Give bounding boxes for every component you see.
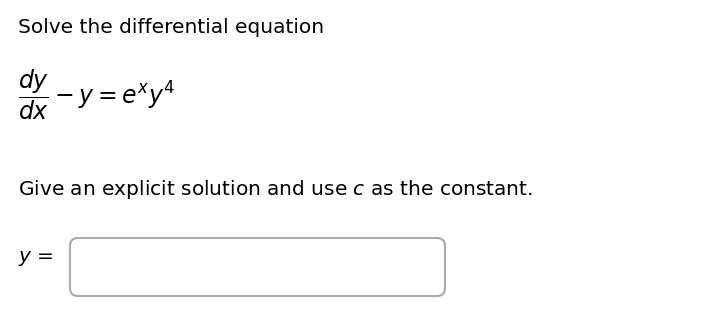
Text: $\dfrac{dy}{dx} - y = e^x y^4$: $\dfrac{dy}{dx} - y = e^x y^4$ bbox=[18, 68, 175, 122]
Text: Solve the differential equation: Solve the differential equation bbox=[18, 18, 324, 37]
Text: $y$ =: $y$ = bbox=[18, 248, 53, 268]
FancyBboxPatch shape bbox=[70, 238, 445, 296]
Text: Give an explicit solution and use $c$ as the constant.: Give an explicit solution and use $c$ as… bbox=[18, 178, 533, 201]
